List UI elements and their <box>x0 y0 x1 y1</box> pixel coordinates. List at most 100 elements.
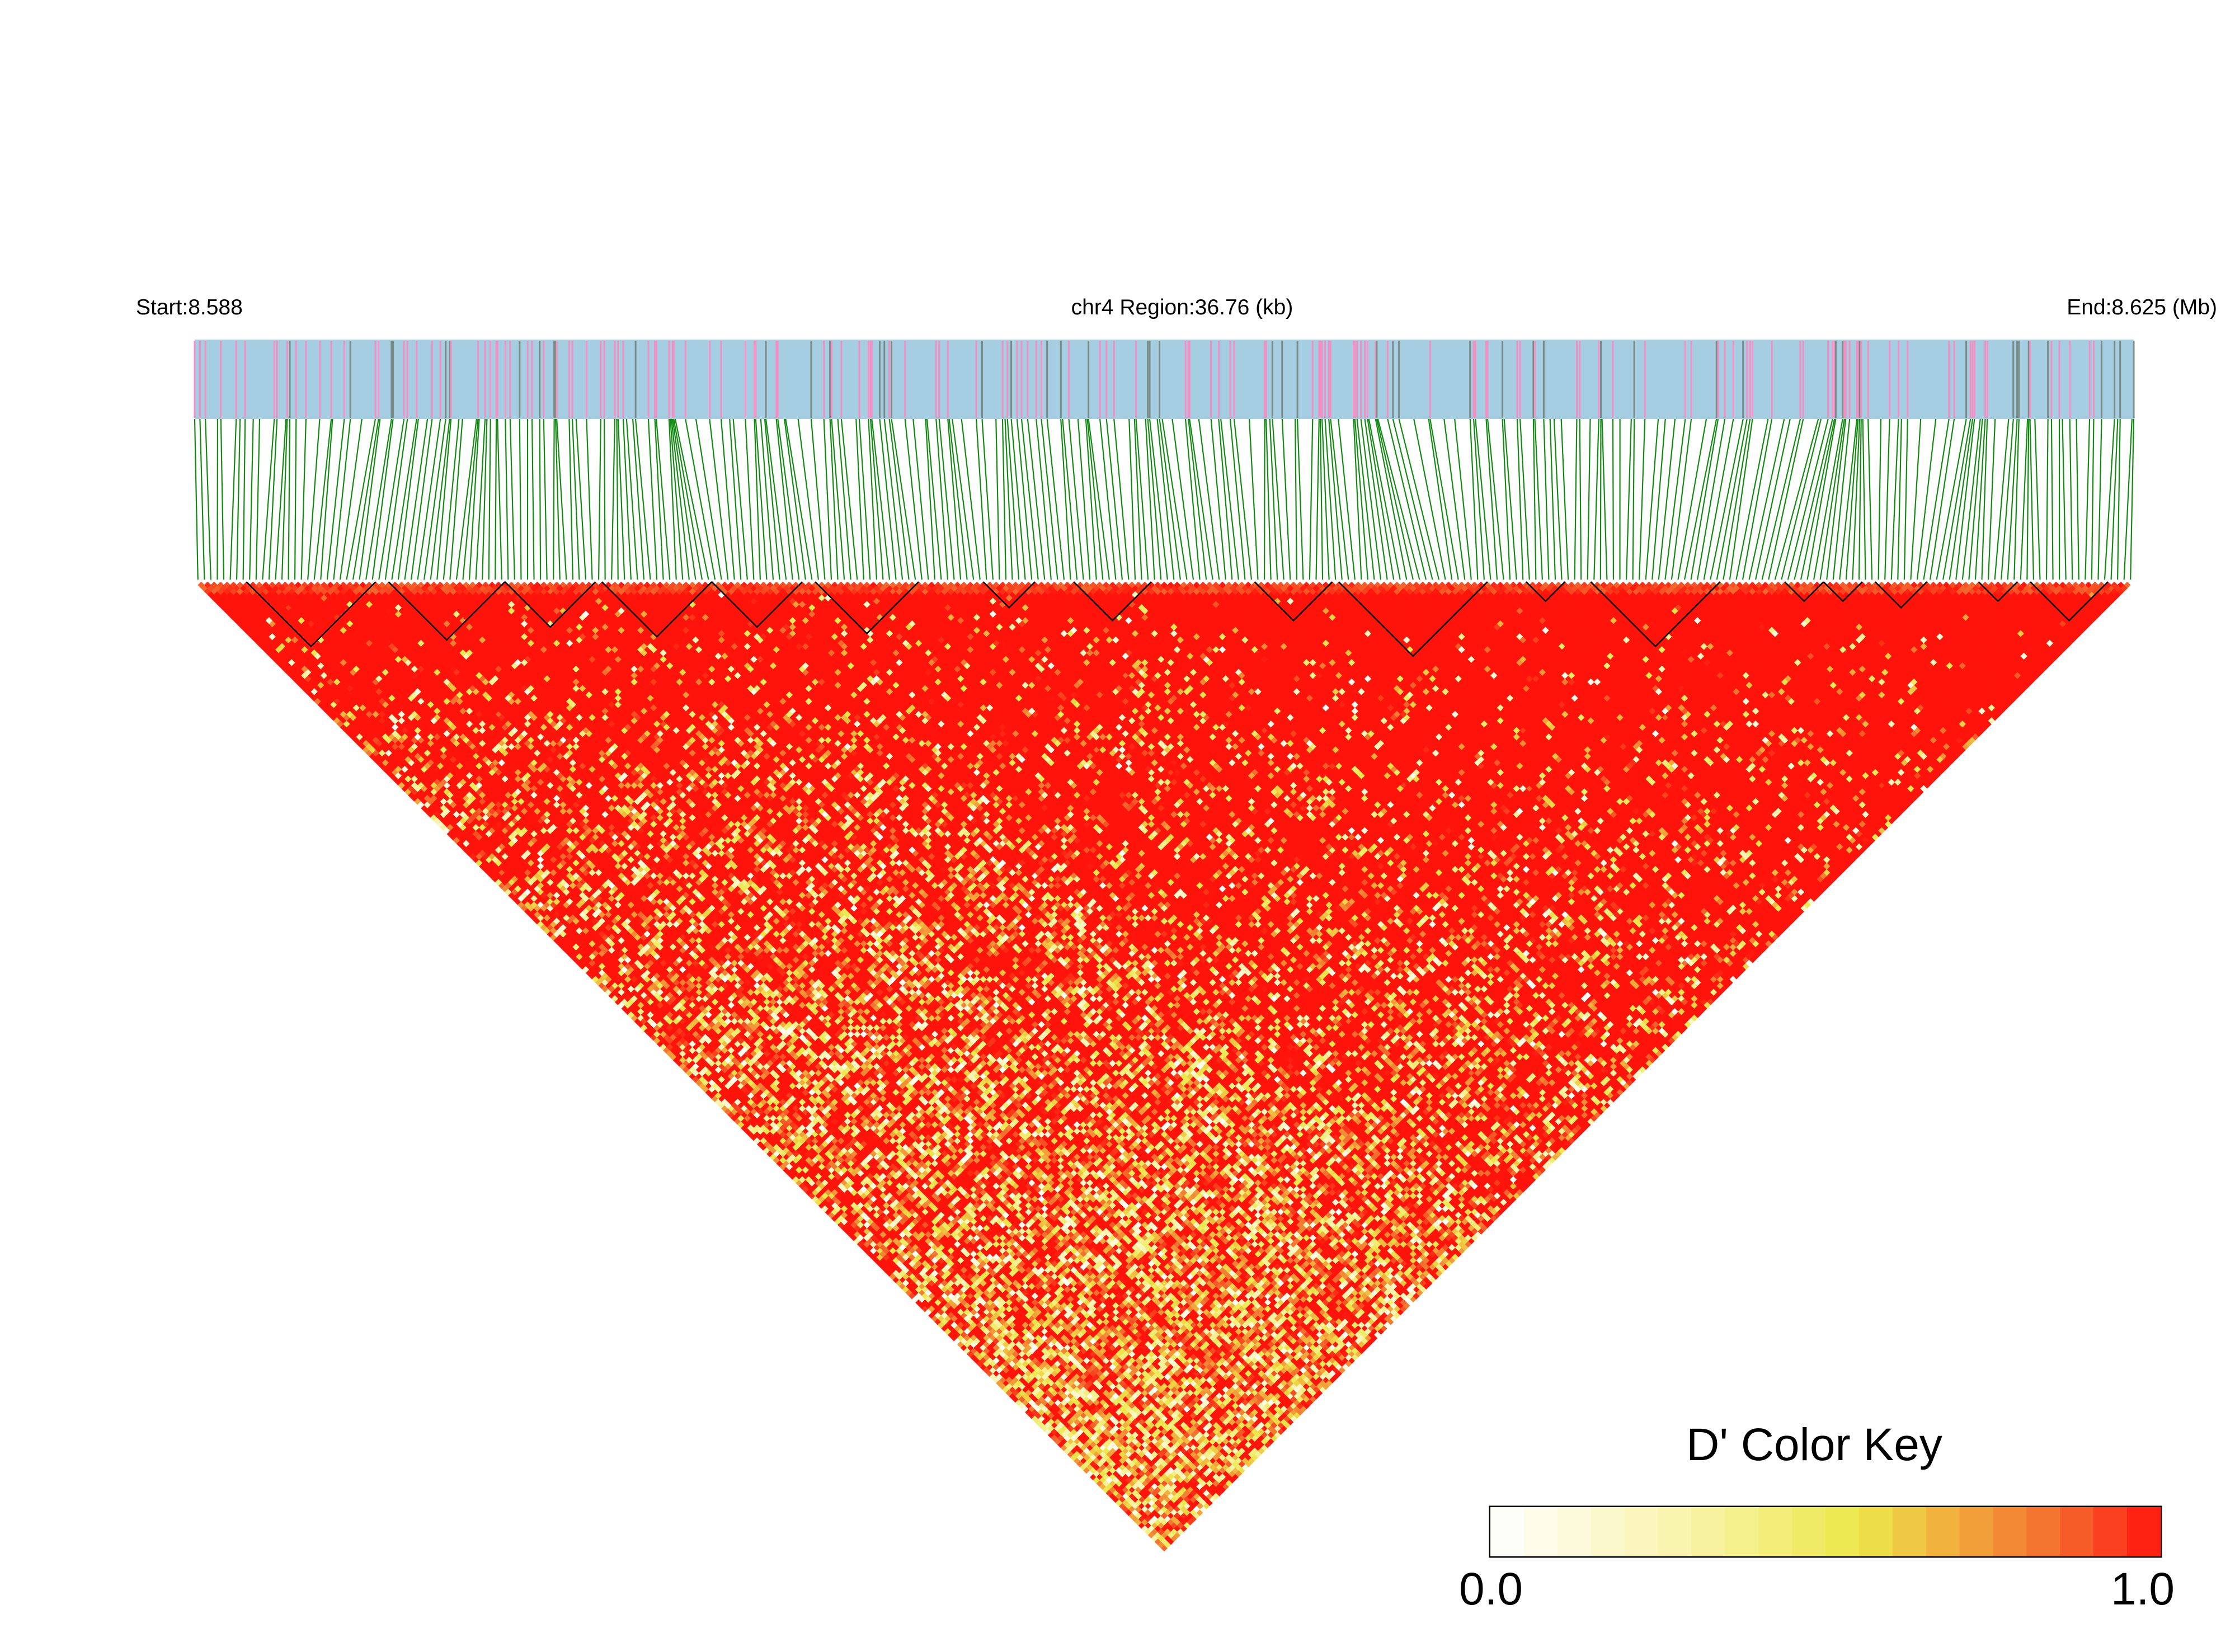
connector-line <box>1315 418 1320 580</box>
connector-line <box>632 418 645 580</box>
connector-line <box>1472 418 1485 580</box>
connector-line <box>1046 418 1065 580</box>
connector-line <box>879 418 897 580</box>
connector-line <box>685 418 716 580</box>
connector-line <box>1878 418 1882 580</box>
connector-line <box>455 418 477 580</box>
connector-line <box>1189 418 1213 580</box>
connector-line <box>2085 418 2091 580</box>
connector-line <box>1929 418 1955 580</box>
connector-line <box>1135 418 1149 580</box>
connector-line <box>1113 418 1130 580</box>
connector-line <box>2097 418 2102 580</box>
connector-line <box>840 418 858 580</box>
connector-line <box>1987 418 1996 580</box>
connector-line <box>745 418 755 580</box>
connector-line <box>509 418 515 580</box>
connector-line <box>288 418 291 580</box>
connector-line <box>1761 418 1801 580</box>
snp-position-markers <box>194 341 2135 418</box>
connector-line <box>647 418 658 580</box>
connector-line <box>468 418 480 580</box>
connector-line <box>888 418 910 580</box>
connector-line <box>2001 418 2014 580</box>
connector-line <box>1839 418 1858 580</box>
connector-line <box>475 418 486 580</box>
connector-line <box>1651 418 1666 580</box>
connector-line <box>249 418 254 580</box>
color-key-segment <box>1758 1507 1792 1556</box>
connector-line <box>1560 418 1569 580</box>
connector-line <box>1309 418 1314 580</box>
connector-line <box>2045 418 2049 580</box>
connector-line <box>1884 418 1890 580</box>
connector-line <box>912 418 929 580</box>
connector-line <box>1376 418 1414 580</box>
color-key-segment <box>1658 1507 1692 1556</box>
connector-line <box>1601 418 1608 580</box>
connector-line <box>1916 418 1937 580</box>
connector-line <box>1683 418 1718 580</box>
connector-line <box>313 418 332 580</box>
connector-line <box>1377 418 1420 580</box>
connector-line <box>1579 418 1582 580</box>
connector-line <box>952 418 975 580</box>
connector-line <box>1503 418 1517 580</box>
connector-line <box>2110 418 2119 580</box>
connector-line <box>797 418 819 580</box>
connector-line <box>1328 418 1343 580</box>
connector-line <box>339 418 363 580</box>
connector-line <box>1516 418 1524 580</box>
connector-line <box>938 418 955 580</box>
connector-line <box>1742 418 1773 580</box>
connector-line <box>755 418 768 580</box>
connector-line <box>1519 418 1530 580</box>
connector-line <box>294 418 297 580</box>
connector-line <box>995 418 1000 580</box>
connector-line <box>777 418 800 580</box>
connector-line <box>1968 418 1983 580</box>
connector-line <box>346 418 376 580</box>
connector-line <box>1263 418 1265 580</box>
connector-line <box>1147 418 1162 580</box>
connector-line <box>1632 418 1635 580</box>
connector-line <box>669 418 684 580</box>
region-end-label: End:8.625 (Mb) <box>2067 295 2217 319</box>
connector-line <box>2123 418 2133 580</box>
connector-line <box>1218 418 1233 580</box>
connector-line <box>975 418 987 580</box>
connector-line <box>1845 418 1859 580</box>
connector-line <box>1832 418 1851 580</box>
connector-line <box>1398 418 1440 580</box>
connector-line <box>1324 418 1337 580</box>
connector-line <box>1574 418 1578 580</box>
connector-line <box>823 418 832 580</box>
connector-line <box>1625 418 1632 580</box>
connector-line <box>891 418 916 580</box>
color-key-segment <box>1725 1507 1759 1556</box>
connector-line <box>674 418 709 580</box>
connector-line <box>1229 418 1246 580</box>
connector-line <box>2007 418 2018 580</box>
connector-line <box>1020 418 1039 580</box>
connector-line <box>1949 418 1974 580</box>
color-key-segment <box>1993 1507 2027 1556</box>
connector-line <box>1027 418 1046 580</box>
connector-line <box>556 418 567 580</box>
connector-line <box>519 418 522 580</box>
connector-line <box>1703 418 1734 580</box>
connector-line <box>597 418 601 580</box>
connector-line <box>961 418 981 580</box>
connector-line <box>1004 418 1013 580</box>
connector-line <box>1852 418 1861 580</box>
connector-line <box>1729 418 1753 580</box>
connector-line <box>397 418 419 580</box>
connector-line <box>1077 418 1091 580</box>
connector-line <box>1723 418 1751 580</box>
color-key-segment <box>1825 1507 1860 1556</box>
connector-line <box>1903 418 1908 580</box>
connector-line <box>199 418 205 580</box>
connector-line <box>482 418 488 580</box>
connector-line <box>410 418 433 580</box>
